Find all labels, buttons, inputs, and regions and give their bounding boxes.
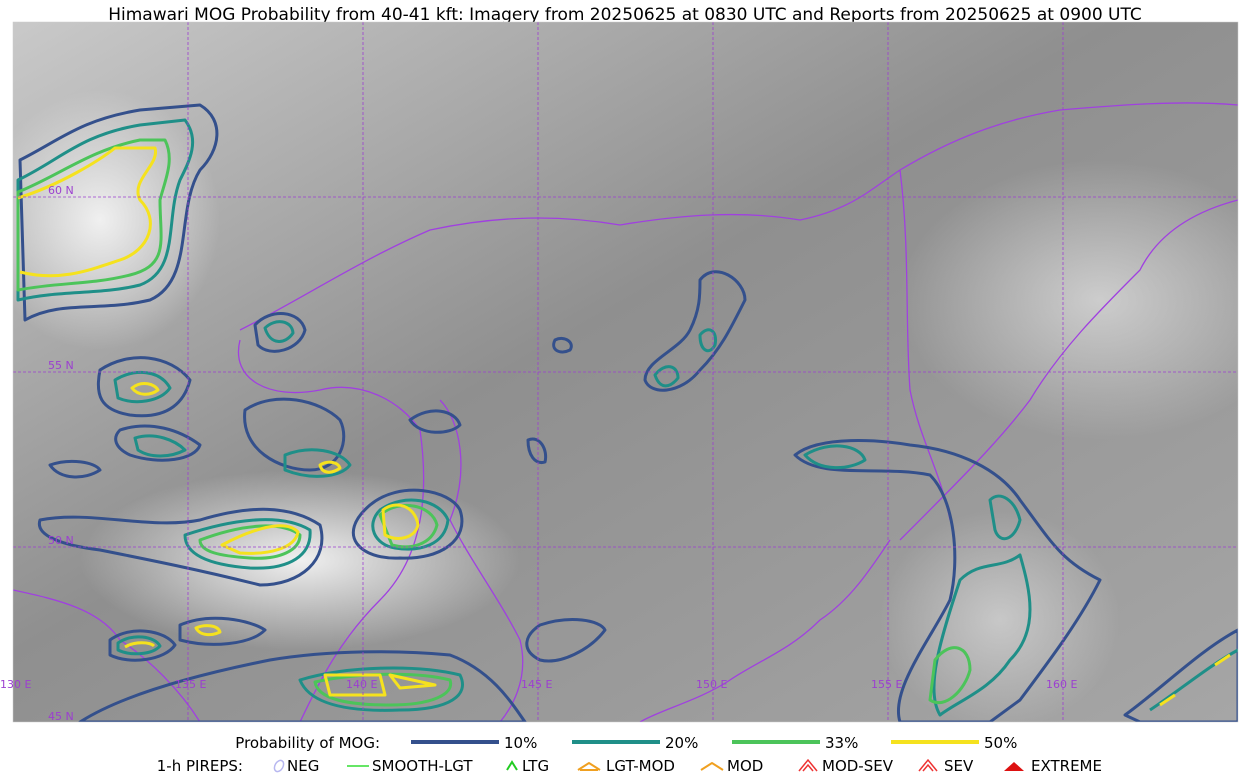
contour-20 — [133, 434, 187, 458]
contour-20 — [113, 370, 172, 404]
lat-label: 45 N — [48, 710, 74, 723]
contour-10 — [552, 336, 573, 354]
contour-10 — [408, 409, 462, 434]
mod-symbol — [700, 761, 724, 771]
contour-10 — [525, 618, 607, 663]
contour-20 — [298, 666, 464, 712]
lon-label: 150 E — [696, 678, 727, 691]
legend-title: Probability of MOG: — [235, 734, 380, 752]
contour-50 — [220, 524, 300, 555]
contour-20 — [988, 494, 1022, 541]
mod-sev-symbol — [798, 758, 818, 772]
legend-label: 20% — [665, 734, 698, 752]
legend-label: 50% — [984, 734, 1017, 752]
ltg-symbol — [506, 760, 518, 771]
lat-label: 55 N — [48, 359, 74, 372]
pirep-label: MOD — [727, 757, 763, 775]
legend-label: 33% — [825, 734, 858, 752]
legend-label: 10% — [504, 734, 537, 752]
contour-50 — [194, 624, 222, 637]
contour-20 — [653, 365, 680, 388]
pirep-label: LGT-MOD — [606, 757, 675, 775]
pirep-label: LTG — [522, 757, 549, 775]
contour-20 — [283, 448, 352, 478]
contour-10 — [78, 650, 527, 722]
contour-20 — [698, 328, 718, 353]
contour-33 — [16, 138, 171, 292]
contour-50 — [323, 673, 437, 697]
contours — [16, 103, 1238, 722]
contour-10 — [178, 616, 267, 646]
map-frame — [12, 21, 1239, 723]
pirep-label: NEG — [287, 757, 319, 775]
contour-10 — [37, 507, 324, 587]
coastline — [237, 339, 425, 722]
lgt-mod-symbol — [577, 761, 601, 771]
contour-50 — [318, 460, 342, 474]
contour-20 — [803, 444, 867, 470]
pirep-label: MOD-SEV — [822, 757, 894, 775]
contour-10 — [114, 424, 202, 462]
contour-50 — [381, 503, 420, 540]
contour-50 — [130, 382, 160, 396]
graticule — [13, 22, 1238, 722]
sev-symbol — [918, 758, 938, 772]
contour-50 — [17, 146, 157, 278]
pirep-label: SEV — [944, 757, 974, 775]
contour-10 — [18, 103, 219, 322]
coastlines — [13, 102, 1238, 722]
contour-10 — [96, 356, 192, 418]
contour-10 — [643, 270, 747, 392]
coastline — [639, 539, 891, 722]
contour-10 — [253, 312, 307, 353]
contour-33 — [928, 646, 972, 705]
contour-20 — [263, 320, 295, 343]
contour-20 — [371, 498, 450, 551]
contour-10 — [1123, 628, 1238, 722]
coastline — [899, 169, 951, 521]
pirep-symbols — [273, 758, 1024, 773]
lat-label: 50 N — [48, 534, 74, 547]
lon-label: 140 E — [346, 678, 377, 691]
contour-10 — [793, 439, 1102, 722]
contour-50 — [124, 641, 156, 649]
map-title: Himawari MOG Probability from 40-41 kft:… — [108, 5, 1142, 25]
contour-20 — [183, 518, 312, 570]
lon-label: 135 E — [175, 678, 206, 691]
coastline — [439, 399, 524, 722]
cloud — [900, 160, 1238, 440]
lon-label: 145 E — [521, 678, 552, 691]
contour-10 — [351, 488, 464, 560]
contour-20 — [116, 635, 162, 656]
contour-20 — [16, 118, 195, 302]
cloud — [80, 470, 520, 650]
contour-10 — [48, 459, 102, 479]
extreme-symbol — [1004, 762, 1024, 771]
map — [13, 22, 1238, 722]
coastline — [239, 102, 1238, 331]
lon-label: 160 E — [1046, 678, 1077, 691]
pirep-label: SMOOTH-LGT — [372, 757, 473, 775]
probability-legend: 10% 20% 33% 50% — [411, 734, 1017, 752]
contour-10 — [526, 437, 548, 465]
cloud — [880, 510, 1120, 722]
contour-10 — [108, 629, 177, 662]
contour-50 — [1159, 653, 1231, 707]
lat-label: 60 N — [48, 184, 74, 197]
neg-symbol — [273, 759, 285, 773]
legend-title: 1-h PIREPS: — [157, 757, 243, 775]
lon-label: 130 E — [0, 678, 31, 691]
contour-20 — [932, 553, 1032, 717]
contour-10 — [243, 397, 346, 472]
contour-33 — [198, 524, 302, 560]
lon-label: 155 E — [871, 678, 902, 691]
pirep-label: EXTREME — [1031, 757, 1102, 775]
coastline — [899, 199, 1238, 541]
